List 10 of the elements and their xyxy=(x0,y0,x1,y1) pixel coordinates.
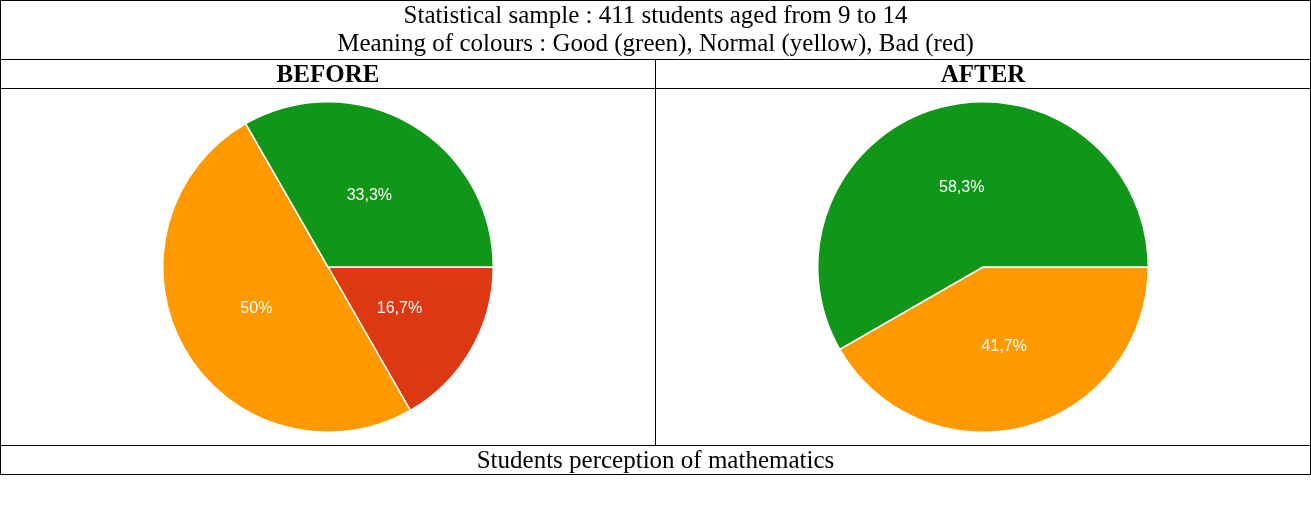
data-label: 58,3% xyxy=(939,177,985,195)
data-label: 16,7% xyxy=(376,298,423,316)
data-label: 50% xyxy=(240,298,273,316)
chart-title: AFTER xyxy=(655,59,1311,89)
text: Statistical sample : 411 students aged from 9 to 14 xyxy=(402,1,909,29)
text: Meaning of colours : Good (green), Normal (yellow), Bad (red) xyxy=(336,29,975,57)
data-label: 41,7% xyxy=(981,337,1027,355)
chart-title: BEFORE xyxy=(0,59,656,89)
text: Students perception of mathematics xyxy=(1,446,1310,474)
data-label: 33,3% xyxy=(346,185,393,203)
